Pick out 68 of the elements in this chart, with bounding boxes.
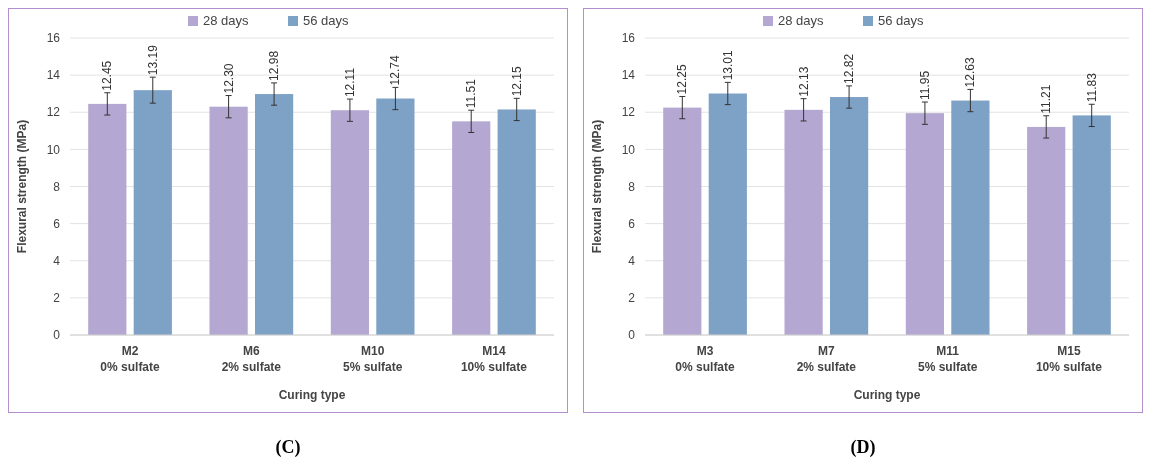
bar [951, 100, 990, 335]
x-tick-label: M11 5% sulfate [917, 344, 978, 374]
data-label: 12.45 [100, 60, 115, 91]
bar [663, 107, 702, 335]
y-tick-label: 2 [53, 291, 61, 306]
x-tick-label: M10 5% sulfate [342, 344, 403, 374]
data-label: 13.19 [145, 44, 160, 76]
text: (D) [850, 437, 876, 458]
bar [254, 94, 294, 335]
y-tick-label: 0 [53, 328, 61, 343]
bar [784, 109, 823, 335]
y-tick-label: 4 [628, 253, 636, 268]
x-tick-label: M2 0% sulfate [100, 344, 161, 374]
y-tick-label: 6 [628, 216, 636, 231]
x-tick-label: M3 0% sulfate [675, 344, 736, 374]
bar [905, 113, 945, 335]
data-label: 12.13 [796, 66, 811, 97]
legend-label: 28 days [203, 13, 250, 28]
data-label: 12.82 [842, 53, 857, 84]
y-tick-label: 2 [628, 291, 636, 306]
bar [708, 93, 747, 335]
y-tick-label: 8 [628, 179, 636, 194]
y-tick-label: 0 [628, 328, 636, 343]
y-axis-title: Flexural strength (MPa) [15, 119, 29, 254]
x-tick-label: M7 2% sulfate [796, 344, 857, 374]
legend-label: 56 days [878, 13, 925, 28]
y-tick-label: 10 [621, 142, 636, 157]
y-tick-label: 16 [621, 31, 636, 46]
bar [1072, 115, 1111, 335]
y-tick-label: 12 [46, 105, 61, 120]
y-tick-label: 6 [53, 216, 61, 231]
data-label: 11.83 [1084, 72, 1099, 103]
y-tick-label: 8 [53, 179, 61, 194]
legend-label: 56 days [303, 13, 350, 28]
data-label: 11.21 [1039, 84, 1054, 114]
x-tick-label: M15 10% sulfate [1035, 344, 1103, 374]
data-label: 12.98 [267, 50, 282, 81]
bar [330, 110, 370, 335]
y-tick-label: 4 [53, 253, 61, 268]
data-label: 11.95 [917, 70, 932, 101]
x-tick-label: M14 10% sulfate [460, 344, 528, 374]
bar [376, 98, 415, 335]
y-tick-label: 14 [621, 68, 636, 83]
data-label: 12.74 [388, 55, 403, 86]
y-axis-title: Flexural strength (MPa) [590, 119, 604, 254]
data-label: 11.51 [464, 78, 479, 109]
data-label: 12.25 [675, 64, 690, 95]
data-label: 12.30 [221, 63, 236, 94]
bar [88, 103, 127, 335]
bar [1027, 126, 1066, 335]
y-tick-label: 14 [46, 68, 61, 83]
data-label: 12.11 [342, 67, 357, 98]
bar [497, 109, 536, 335]
text: (C) [275, 437, 301, 458]
y-tick-label: 16 [46, 31, 61, 46]
x-axis-title: Curing type [853, 388, 921, 402]
data-label: 12.63 [963, 57, 978, 88]
y-tick-label: 12 [621, 105, 636, 120]
bar [133, 90, 172, 335]
x-axis-title: Curing type [278, 388, 346, 402]
legend-label: 28 days [778, 13, 825, 28]
bar [452, 121, 491, 335]
bar [829, 97, 869, 335]
bar [209, 106, 248, 335]
x-tick-label: M6 2% sulfate [221, 344, 282, 374]
y-tick-label: 10 [46, 142, 61, 157]
data-label: 13.01 [720, 50, 735, 81]
data-label: 12.15 [509, 65, 524, 97]
